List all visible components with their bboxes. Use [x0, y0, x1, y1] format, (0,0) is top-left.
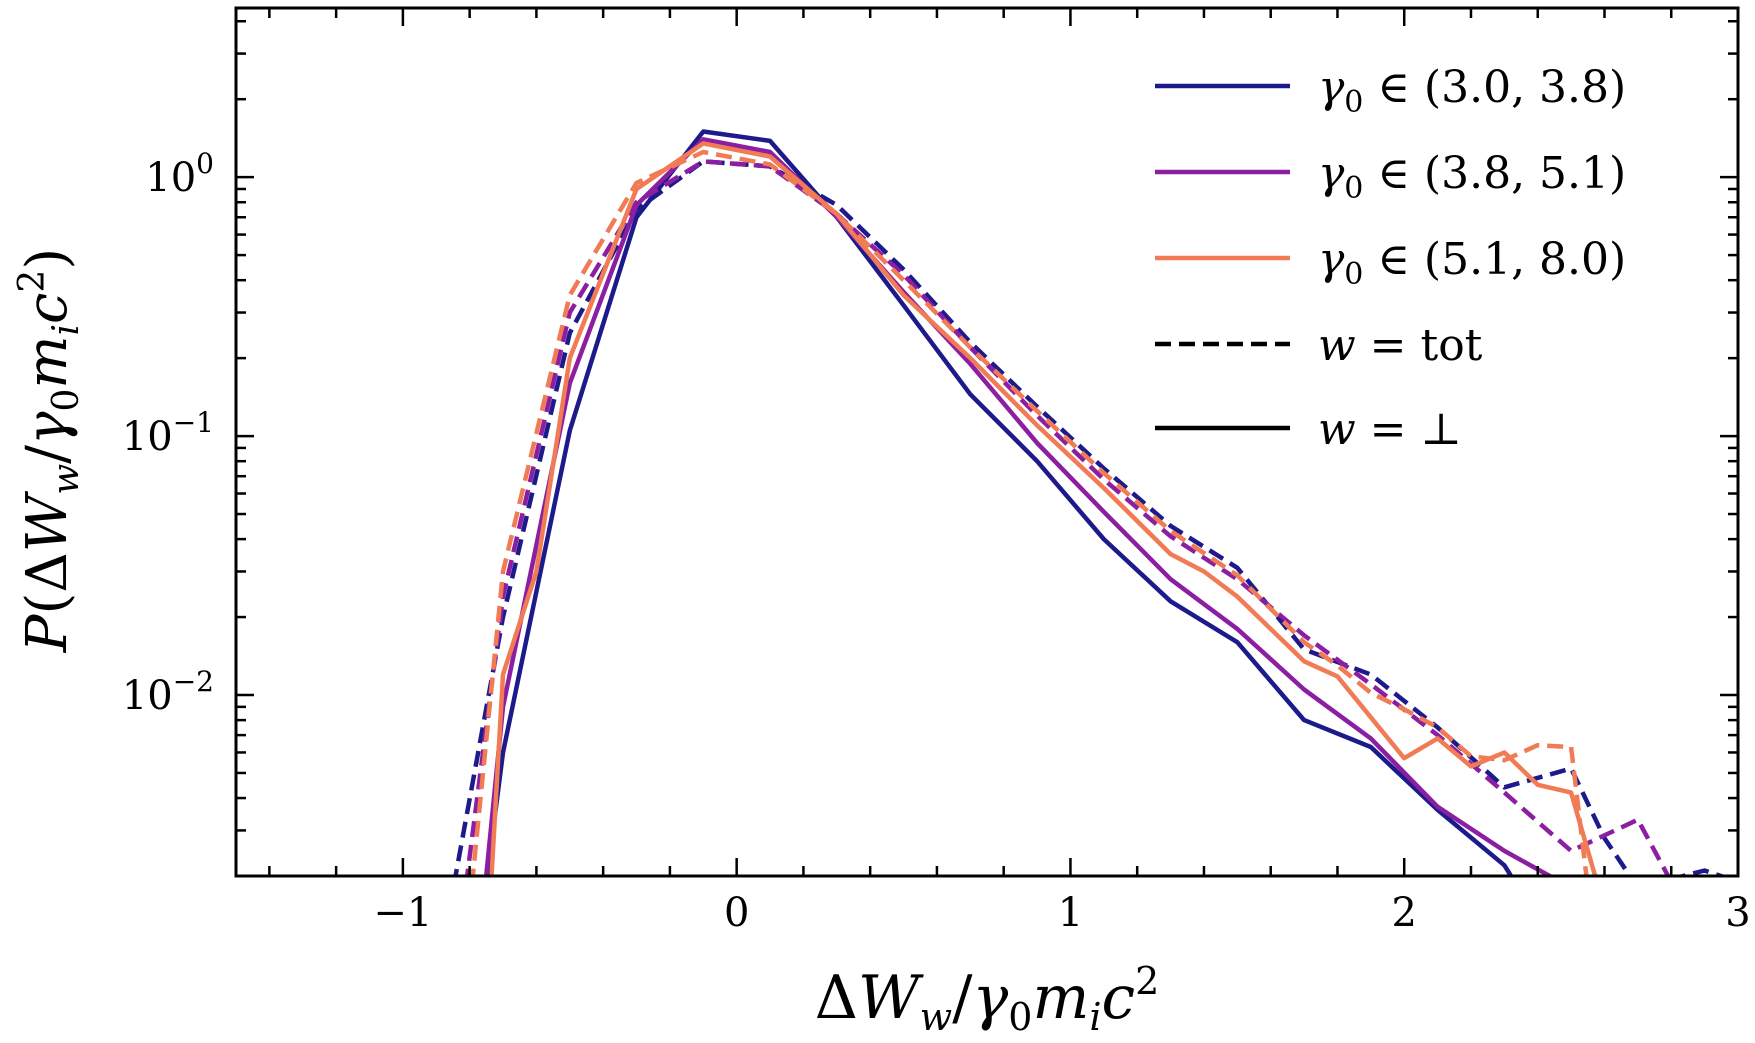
x-tick-label: 3: [1725, 890, 1750, 936]
legend-label: w = ⊥: [1318, 404, 1462, 455]
y-tick-label: 10−2: [122, 665, 214, 719]
series-line-5: [489, 141, 1598, 876]
y-tick-label: 10−1: [122, 406, 214, 460]
legend: γ0 ∈ (3.0, 3.8) γ0 ∈ (3.8, 5.1) γ0 ∈ (5.1,…: [1155, 62, 1626, 455]
x-tick-label: 2: [1391, 890, 1416, 936]
series-layer: [453, 129, 1728, 876]
y-tick-label: 100: [145, 147, 214, 201]
series-line-1: [484, 129, 1514, 876]
legend-label: γ0 ∈ (5.1, 8.0): [1318, 234, 1626, 292]
y-tick-labels: 100 10−1 10−2: [122, 147, 214, 719]
legend-label: γ0 ∈ (3.0, 3.8): [1318, 62, 1626, 120]
x-tick-label: 1: [1058, 890, 1083, 936]
x-axis-title: ΔWw/γ0mic2: [815, 959, 1160, 1039]
x-tick-labels: −1 0 1 2 3: [373, 890, 1750, 936]
tick-layer: [236, 8, 1740, 878]
series-line-4: [464, 159, 1671, 876]
y-axis-title: P(ΔWw/γ0mic2): [12, 248, 87, 653]
x-tick-label: 0: [724, 890, 749, 936]
x-tick-label: −1: [373, 890, 432, 936]
legend-label: w = tot: [1318, 320, 1483, 371]
legend-label: γ0 ∈ (3.8, 5.1): [1318, 148, 1626, 206]
series-line-6: [470, 149, 1589, 876]
series-line-2: [453, 159, 1728, 876]
plot-frame: [234, 6, 1740, 878]
